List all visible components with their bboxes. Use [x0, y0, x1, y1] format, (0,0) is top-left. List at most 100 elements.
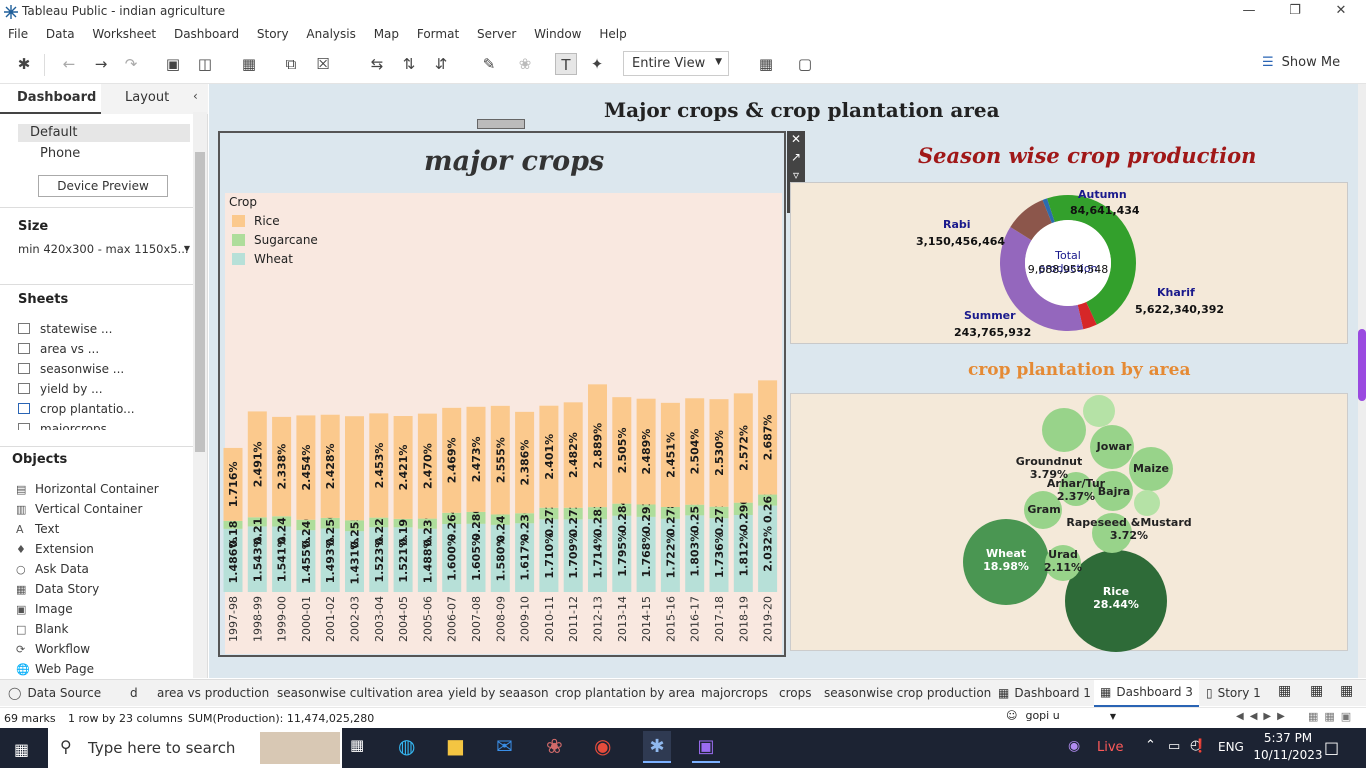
- bar-segment-rice[interactable]: [466, 406, 486, 512]
- bar-segment-rice[interactable]: [660, 402, 680, 507]
- bar-segment-wheat[interactable]: [636, 516, 656, 592]
- language-indicator[interactable]: ENG: [1218, 740, 1244, 754]
- bar-segment-sugarcane[interactable]: [758, 494, 778, 506]
- menu-worksheet[interactable]: Worksheet: [92, 27, 157, 41]
- bubble[interactable]: [1059, 472, 1093, 506]
- battery-icon[interactable]: ▭: [1168, 739, 1181, 754]
- legend-item-rice[interactable]: Rice: [232, 214, 318, 228]
- bar-segment-sugarcane[interactable]: [393, 518, 413, 528]
- bar-segment-wheat[interactable]: [393, 527, 413, 592]
- object-text[interactable]: A Text: [16, 522, 60, 536]
- bar-segment-sugarcane[interactable]: [709, 506, 729, 519]
- bar-segment-sugarcane[interactable]: [417, 518, 437, 529]
- bubble[interactable]: [1090, 425, 1134, 469]
- tab-sheet[interactable]: crop plantation by area: [555, 686, 696, 700]
- bar-segment-sugarcane[interactable]: [442, 512, 462, 524]
- bar-segment-rice[interactable]: [417, 413, 437, 519]
- bar-segment-sugarcane[interactable]: [247, 517, 267, 527]
- tableau-taskbar-icon[interactable]: ✱: [643, 731, 671, 763]
- size-select[interactable]: min 420x300 - max 1150x5... ▼: [18, 242, 192, 258]
- bubble[interactable]: [963, 519, 1049, 605]
- bar-segment-wheat[interactable]: [345, 531, 364, 592]
- clock-time[interactable]: 5:37 PM: [1263, 731, 1313, 745]
- bar-segment-rice[interactable]: [490, 405, 510, 515]
- device-preview-button[interactable]: Device Preview: [38, 175, 168, 197]
- tab-sheet[interactable]: seasonwise crop production: [824, 686, 992, 700]
- show-me-button[interactable]: ☰ Show Me: [1262, 55, 1340, 70]
- windows-start-icon[interactable]: ▦: [14, 740, 30, 759]
- bubble[interactable]: [1129, 447, 1173, 491]
- clear-sheet-icon[interactable]: ☒: [316, 55, 330, 73]
- collapse-icon[interactable]: ‹: [193, 89, 198, 103]
- tab-sheet[interactable]: crops: [779, 686, 812, 700]
- replay-icon[interactable]: ↷: [124, 55, 138, 73]
- bar-segment-rice[interactable]: [247, 411, 267, 518]
- menu-story[interactable]: Story: [256, 27, 289, 41]
- bar-segment-rice[interactable]: [563, 402, 583, 508]
- bar-segment-wheat[interactable]: [417, 528, 437, 592]
- bar-segment-rice[interactable]: [636, 398, 656, 505]
- new-data-source-icon[interactable]: ◫: [197, 55, 213, 73]
- bar-segment-wheat[interactable]: [369, 527, 389, 592]
- menu-file[interactable]: File: [8, 27, 29, 41]
- tableau-home-icon[interactable]: ✱: [17, 55, 31, 73]
- bar-segment-rice[interactable]: [539, 405, 559, 508]
- mail-icon[interactable]: ✉: [496, 734, 513, 758]
- bar-segment-sugarcane[interactable]: [733, 502, 753, 515]
- bar-segment-rice[interactable]: [393, 416, 413, 519]
- attach-icon[interactable]: ❀: [518, 55, 532, 73]
- clipchamp-icon[interactable]: ▣: [692, 731, 720, 763]
- swap-icon[interactable]: ⇆: [370, 55, 384, 73]
- bar-segment-rice[interactable]: [612, 397, 632, 504]
- scrollbar-thumb[interactable]: [1358, 329, 1366, 401]
- drag-handle[interactable]: [477, 119, 525, 129]
- menu-dashboard[interactable]: Dashboard: [173, 27, 240, 41]
- bar-segment-rice[interactable]: [758, 380, 778, 495]
- bar-segment-wheat[interactable]: [685, 515, 705, 592]
- bar-segment-sugarcane[interactable]: [515, 513, 535, 524]
- bubble[interactable]: [1092, 513, 1132, 553]
- device-preview-icon[interactable]: ▢: [797, 55, 813, 73]
- tab-dashboard[interactable]: Dashboard: [0, 84, 101, 114]
- donut-slice[interactable]: [1010, 199, 1052, 241]
- object-blank[interactable]: □ Blank: [16, 622, 69, 636]
- bar-segment-rice[interactable]: [272, 416, 292, 517]
- bar-segment-rice[interactable]: [588, 384, 607, 508]
- minimize-button[interactable]: —: [1242, 3, 1256, 18]
- fit-view-select[interactable]: Entire View ▼: [623, 51, 729, 76]
- bar-segment-sugarcane[interactable]: [539, 507, 559, 520]
- sheet-item[interactable]: yield by ...: [18, 382, 103, 396]
- donut-slice[interactable]: [1046, 194, 1136, 325]
- bar-segment-rice[interactable]: [223, 447, 243, 521]
- sort-descending-icon[interactable]: ⇵: [434, 55, 448, 73]
- text-labels-icon[interactable]: T: [555, 53, 577, 75]
- bar-segment-sugarcane[interactable]: [636, 504, 656, 517]
- notifications-icon[interactable]: □: [1324, 738, 1340, 757]
- redo-icon[interactable]: →: [94, 55, 108, 73]
- filter-icon[interactable]: ▿: [792, 168, 800, 182]
- object-extension[interactable]: ♦ Extension: [16, 542, 94, 556]
- paint-icon[interactable]: ❀: [546, 734, 563, 758]
- bar-segment-wheat[interactable]: [247, 526, 267, 592]
- sheet-item[interactable]: seasonwise ...: [18, 362, 124, 376]
- sheet-item[interactable]: majorcrops: [18, 422, 107, 430]
- bubble[interactable]: [1134, 490, 1160, 516]
- restore-icon[interactable]: ❐: [1289, 3, 1301, 18]
- bubble[interactable]: [1093, 471, 1133, 511]
- device-default[interactable]: Default: [18, 124, 190, 142]
- pin-icon[interactable]: ✦: [590, 55, 604, 73]
- tab-layout[interactable]: Layout ‹: [101, 84, 208, 114]
- bar-segment-sugarcane[interactable]: [345, 520, 364, 532]
- tab-sheet[interactable]: majorcrops: [701, 686, 768, 700]
- taskbar-search[interactable]: ⚲ Type here to search: [48, 728, 342, 768]
- bar-segment-wheat[interactable]: [539, 519, 559, 592]
- bar-segment-wheat[interactable]: [733, 514, 753, 592]
- bar-segment-sugarcane[interactable]: [466, 511, 486, 524]
- bubble[interactable]: [1065, 550, 1167, 652]
- file-explorer-icon[interactable]: ■: [446, 734, 465, 758]
- tab-story-1[interactable]: ▯ Story 1: [1206, 686, 1261, 700]
- canvas-scrollbar[interactable]: [1358, 84, 1366, 678]
- bar-segment-wheat[interactable]: [612, 515, 632, 592]
- live-icon[interactable]: ◉: [1068, 738, 1081, 754]
- bar-segment-wheat[interactable]: [466, 523, 486, 592]
